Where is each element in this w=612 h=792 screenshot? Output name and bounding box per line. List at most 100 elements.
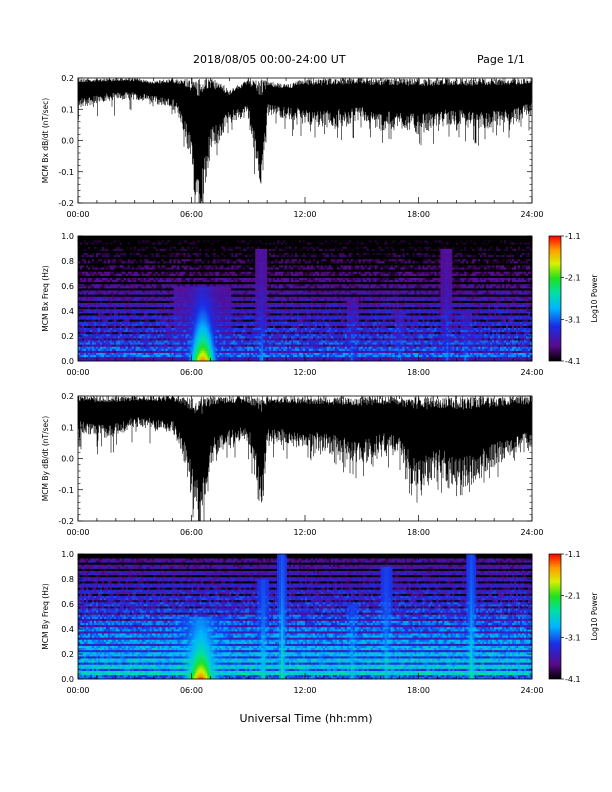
heatmap-cell (177, 306, 180, 310)
heatmap-cell (103, 352, 107, 356)
heatmap-cell (177, 279, 180, 283)
heatmap-cell (195, 327, 198, 331)
heatmap-cell (103, 344, 107, 347)
heatmap-cell (141, 250, 145, 253)
heatmap-cell (105, 277, 109, 281)
heatmap-cell (219, 273, 222, 276)
heatmap-cell (99, 356, 103, 360)
heatmap-cell (187, 236, 190, 239)
heatmap-cell (145, 333, 148, 337)
heatmap-cell (203, 358, 206, 362)
heatmap-cell (217, 340, 220, 343)
heatmap-cell (191, 254, 194, 258)
heatmap-cell (95, 267, 99, 270)
heatmap-cell (215, 329, 218, 333)
heatmap-cell (183, 236, 186, 239)
heatmap-cell (207, 346, 210, 349)
heatmap-cell (125, 271, 129, 274)
heatmap-cell (139, 269, 143, 272)
heatmap-cell (141, 313, 145, 316)
heatmap-cell (129, 292, 133, 295)
heatmap-cell (211, 244, 214, 247)
heatmap-cell (153, 302, 156, 306)
heatmap-cell (129, 236, 133, 239)
heatmap-cell (145, 238, 148, 241)
heatmap-cell (119, 238, 123, 241)
heatmap-cell (221, 294, 224, 297)
heatmap-cell (117, 290, 121, 293)
heatmap-cell (201, 283, 204, 287)
heatmap-cell (81, 323, 85, 326)
heatmap-cell (181, 319, 184, 322)
heatmap-cell (143, 271, 146, 274)
heatmap-cell (115, 344, 119, 347)
heatmap-cell (115, 333, 119, 337)
heatmap-cell (153, 250, 156, 253)
heatmap-cell (203, 325, 206, 328)
heatmap-cell (185, 340, 188, 343)
heatmap-cell (95, 252, 99, 256)
heatmap-cell (153, 242, 156, 245)
heatmap-cell (233, 325, 236, 328)
heatmap-cell (97, 298, 101, 301)
heatmap-cell (147, 269, 150, 272)
heatmap-cell (135, 258, 139, 262)
heatmap-cell (177, 344, 180, 347)
heatmap-cell (129, 311, 133, 314)
heatmap-cell (135, 279, 139, 283)
heatmap-cell (101, 344, 105, 347)
heatmap-cell (173, 308, 176, 312)
heatmap-cell (227, 279, 230, 283)
heatmap-cell (185, 325, 188, 328)
heatmap-cell (201, 279, 204, 283)
heatmap-cell (101, 238, 105, 241)
heatmap-cell (155, 248, 158, 251)
heatmap-cell (183, 340, 186, 343)
heatmap-cell (161, 319, 164, 322)
heatmap-cell (205, 298, 208, 301)
heatmap-cell (227, 313, 230, 316)
heatmap-cell (131, 290, 135, 293)
heatmap-cell (225, 327, 228, 331)
heatmap-cell (79, 298, 83, 301)
heatmap-cell (221, 302, 224, 306)
heatmap-cell (115, 313, 119, 316)
heatmap-cell (179, 346, 182, 349)
heatmap-cell (187, 292, 190, 295)
heatmap-cell (179, 258, 182, 262)
heatmap-cell (109, 254, 113, 258)
heatmap-cell (78, 344, 81, 347)
heatmap-cell (181, 271, 184, 274)
heatmap-cell (91, 329, 95, 333)
heatmap-cell (231, 302, 234, 306)
heatmap-cell (199, 333, 202, 337)
heatmap-cell (169, 277, 172, 281)
heatmap-cell (233, 275, 236, 278)
heatmap-cell (171, 308, 174, 312)
heatmap-cell (205, 240, 208, 243)
heatmap-cell (211, 246, 214, 249)
heatmap-cell (227, 273, 230, 276)
heatmap-cell (145, 350, 148, 353)
heatmap-cell (207, 286, 210, 289)
heatmap-cell (169, 350, 172, 353)
heatmap-cell (153, 254, 156, 258)
heatmap-cell (235, 296, 238, 299)
heatmap-cell (117, 263, 121, 266)
heatmap-cell (213, 352, 216, 356)
heatmap-cell (209, 313, 212, 316)
heatmap-cell (83, 238, 87, 241)
heatmap-cell (125, 342, 129, 345)
heatmap-cell (153, 281, 156, 285)
heatmap-cell (131, 319, 135, 322)
heatmap-cell (143, 333, 146, 337)
heatmap-cell (171, 261, 174, 264)
heatmap-cell (237, 240, 240, 243)
heatmap-cell (225, 348, 228, 351)
heatmap-cell (223, 352, 226, 356)
heatmap-cell (151, 290, 154, 293)
heatmap-cell (111, 331, 115, 335)
heatmap-cell (153, 354, 156, 358)
heatmap-cell (119, 327, 123, 331)
heatmap-cell (101, 269, 105, 272)
